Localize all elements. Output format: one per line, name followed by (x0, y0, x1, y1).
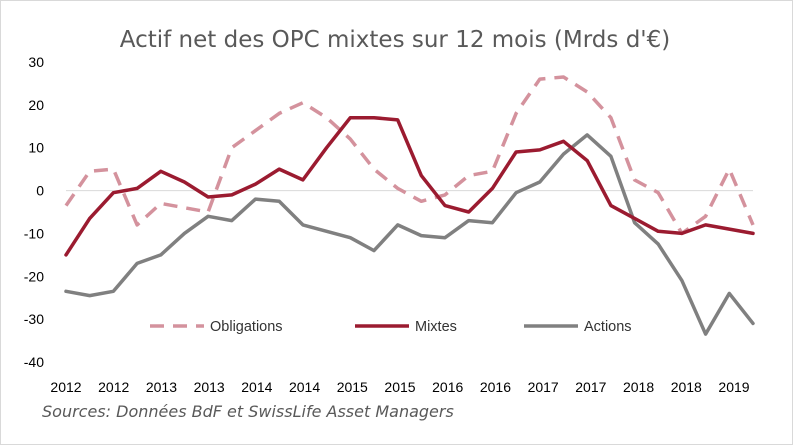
y-tick-label: 30 (28, 54, 44, 70)
y-tick-label: 0 (36, 183, 44, 199)
x-tick-label: 2014 (289, 379, 320, 395)
x-axis: 2012 2012 2013 2013 2014 2014 2015 2015 2016 2016… (50, 379, 749, 395)
x-tick-label: 2015 (384, 379, 415, 395)
x-tick-label: 2016 (432, 379, 463, 395)
x-tick-label: 2017 (575, 379, 606, 395)
x-tick-label: 2012 (50, 379, 81, 395)
x-tick-label: 2018 (623, 379, 654, 395)
y-tick-label: -20 (24, 268, 44, 284)
x-tick-label: 2012 (98, 379, 129, 395)
series-line-obligations (64, 75, 755, 236)
source-note: Sources: Données BdF et SwissLife Asset … (42, 402, 454, 421)
legend-label-actions: Actions (584, 319, 632, 335)
legend-label-obligations: Obligations (210, 319, 283, 335)
x-tick-label: 2016 (480, 379, 511, 395)
x-tick-label: 2019 (718, 379, 749, 395)
y-tick-label: -10 (24, 225, 44, 241)
x-tick-label: 2013 (146, 379, 177, 395)
x-tick-label: 2017 (528, 379, 559, 395)
legend-label-mixtes: Mixtes (415, 319, 457, 335)
y-tick-label: -40 (24, 354, 44, 370)
y-tick-label: -30 (24, 311, 44, 327)
y-tick-label: 10 (28, 140, 44, 156)
series-line-mixtes (64, 115, 755, 257)
y-tick-label: 20 (28, 97, 44, 113)
series-line-actions (64, 133, 755, 336)
legend: Obligations Mixtes Actions (150, 319, 632, 335)
x-tick-label: 2013 (194, 379, 225, 395)
chart-title: Actif net des OPC mixtes sur 12 mois (Mr… (120, 27, 670, 53)
x-tick-label: 2015 (337, 379, 368, 395)
x-tick-label: 2014 (241, 379, 272, 395)
series-group (64, 75, 755, 336)
x-tick-label: 2018 (671, 379, 702, 395)
y-axis: 30 20 10 0 -10 -20 -30 -40 (24, 54, 44, 370)
